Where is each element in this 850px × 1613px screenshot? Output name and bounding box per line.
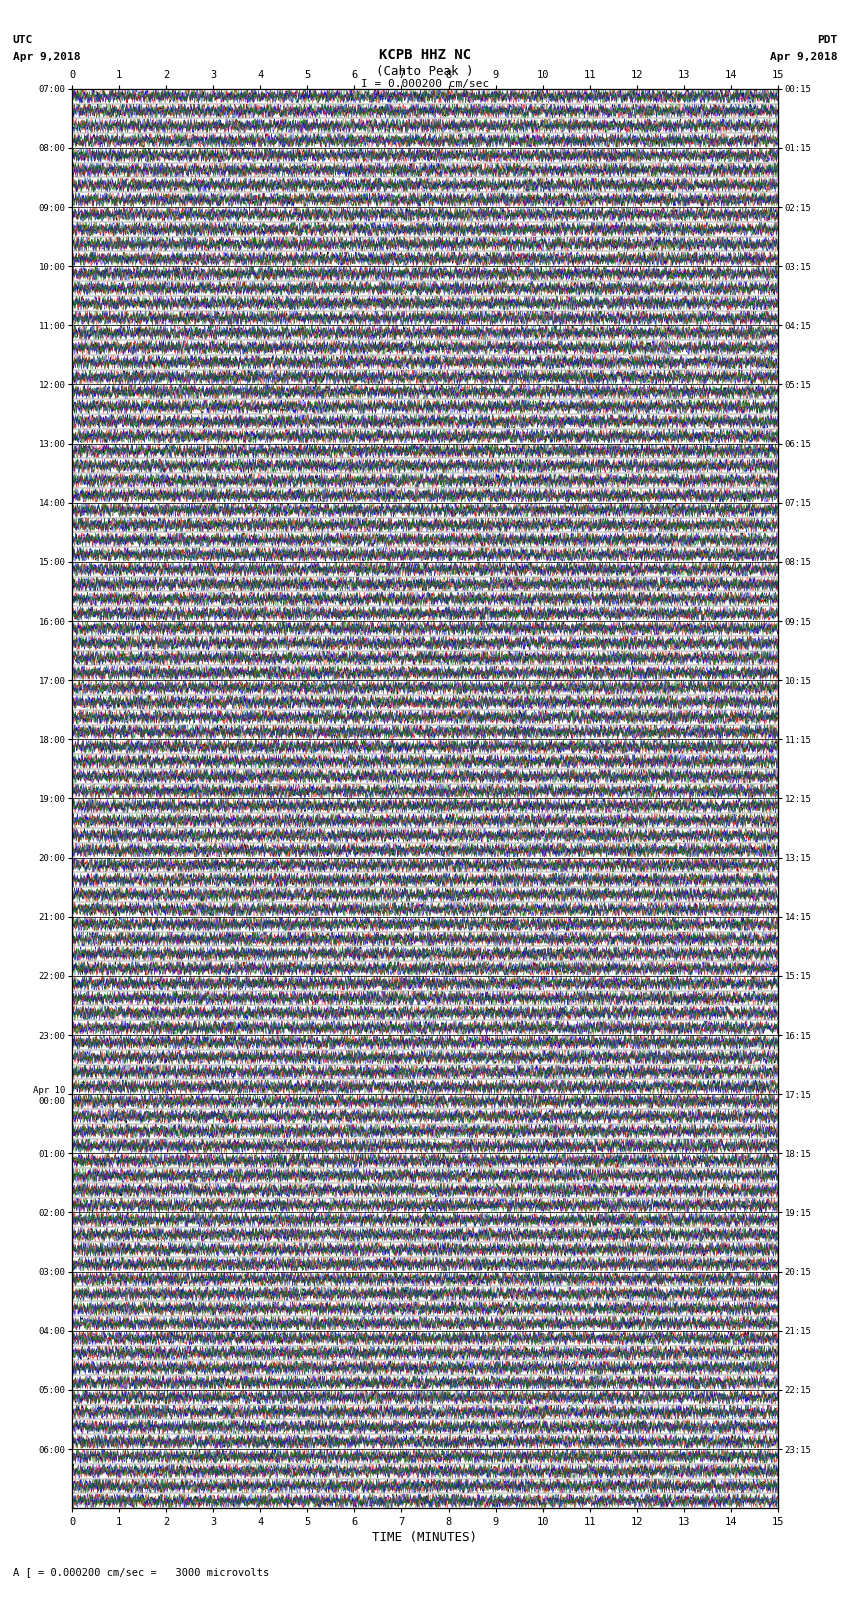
X-axis label: TIME (MINUTES): TIME (MINUTES) (372, 1531, 478, 1544)
Text: (Cahto Peak ): (Cahto Peak ) (377, 65, 473, 77)
Text: A [ = 0.000200 cm/sec =   3000 microvolts: A [ = 0.000200 cm/sec = 3000 microvolts (13, 1568, 269, 1578)
Text: I = 0.000200 cm/sec: I = 0.000200 cm/sec (361, 79, 489, 89)
Text: Apr 9,2018: Apr 9,2018 (770, 52, 837, 61)
Text: Apr 9,2018: Apr 9,2018 (13, 52, 80, 61)
Text: UTC: UTC (13, 35, 33, 45)
Text: KCPB HHZ NC: KCPB HHZ NC (379, 48, 471, 63)
Text: PDT: PDT (817, 35, 837, 45)
